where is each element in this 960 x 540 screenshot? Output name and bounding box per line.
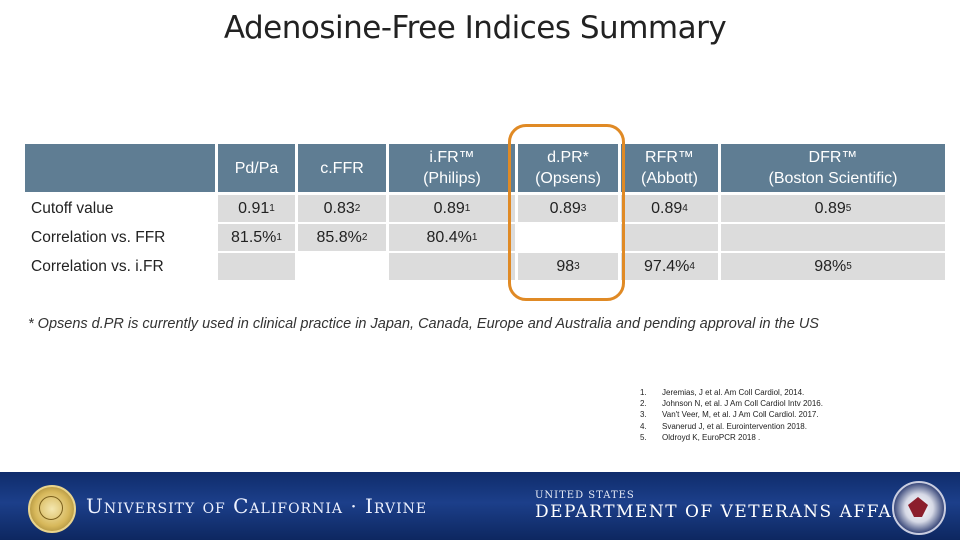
footer-banner: University of California · Irvine UNITED… xyxy=(0,472,960,540)
slide-title: Adenosine-Free Indices Summary xyxy=(223,10,727,46)
row-label: Correlation vs. FFR xyxy=(31,228,166,246)
va-wordmark-top: UNITED STATES xyxy=(535,490,635,501)
table-cell xyxy=(298,253,386,280)
reference-item: 5. Oldroyd K, EuroPCR 2018 . xyxy=(640,432,761,442)
row-label: Cutoff value xyxy=(31,199,114,217)
header-dpr: d.PR* (Opsens) xyxy=(518,144,618,192)
table-cell: 0.89 1 xyxy=(389,195,515,222)
header-ifr: i.FR™ (Philips) xyxy=(389,144,515,192)
table-cell: 98 3 xyxy=(518,253,618,280)
header-empty-cell xyxy=(25,144,215,192)
reference-item: 2. Johnson N, et al. J Am Coll Cardiol In… xyxy=(640,399,823,409)
reference-item: 3. Van't Veer, M, et al. J Am Coll Cardio… xyxy=(640,410,819,420)
table-cell xyxy=(218,253,295,280)
dpr-highlight-box xyxy=(508,124,625,301)
table-cell xyxy=(621,224,718,251)
table-row-corr-ffr: Correlation vs. FFR 81.5% 1 85.8% 2 80.4% 1 xyxy=(25,224,945,251)
table-cell: 0.89 5 xyxy=(721,195,945,222)
header-cffr: c.FFR xyxy=(298,144,386,192)
table-cell: 0.89 3 xyxy=(518,195,618,222)
footnote: * Opsens d.PR is currently used in clini… xyxy=(28,316,819,332)
header-rfr: RFR™ (Abbott) xyxy=(621,144,718,192)
table-cell: 0.89 4 xyxy=(621,195,718,222)
reference-item: 1. Jeremias, J et al. Am Coll Cardiol, 20… xyxy=(640,388,805,397)
table-cell: 0.91 1 xyxy=(218,195,295,222)
table-cell: 98% 5 xyxy=(721,253,945,280)
uci-seal-icon xyxy=(28,485,76,533)
header-pd-pa: Pd/Pa xyxy=(218,144,295,192)
table-cell: 85.8% 2 xyxy=(298,224,386,251)
table-cell: 81.5% 1 xyxy=(218,224,295,251)
table-header-row: Pd/Pa c.FFR i.FR™ (Philips) d.PR* (Opsens)… xyxy=(25,144,945,192)
table-cell: 97.4% 4 xyxy=(621,253,718,280)
references-list: 1. Jeremias, J et al. Am Coll Cardiol, 20… xyxy=(640,387,823,443)
table-row-cutoff: Cutoff value 0.91 1 0.83 2 0.89 1 0.89 3 0.8… xyxy=(25,195,945,222)
header-dfr: DFR™ (Boston Scientific) xyxy=(721,144,945,192)
table-row-corr-ifr: Correlation vs. i.FR 98 3 97.4% 4 98% 5 xyxy=(25,253,945,280)
table-cell: 0.83 2 xyxy=(298,195,386,222)
table-cell xyxy=(721,224,945,251)
reference-item: 4. Svanerud J, et al. Eurointervention 20… xyxy=(640,421,807,431)
row-label: Correlation vs. i.FR xyxy=(31,257,164,275)
uci-wordmark: University of California · Irvine xyxy=(86,494,428,518)
va-wordmark: DEPARTMENT OF VETERANS AFFAIRS xyxy=(535,502,928,522)
table-cell: 80.4% 1 xyxy=(389,224,515,251)
va-seal-icon xyxy=(892,481,946,535)
table-cell xyxy=(389,253,515,280)
